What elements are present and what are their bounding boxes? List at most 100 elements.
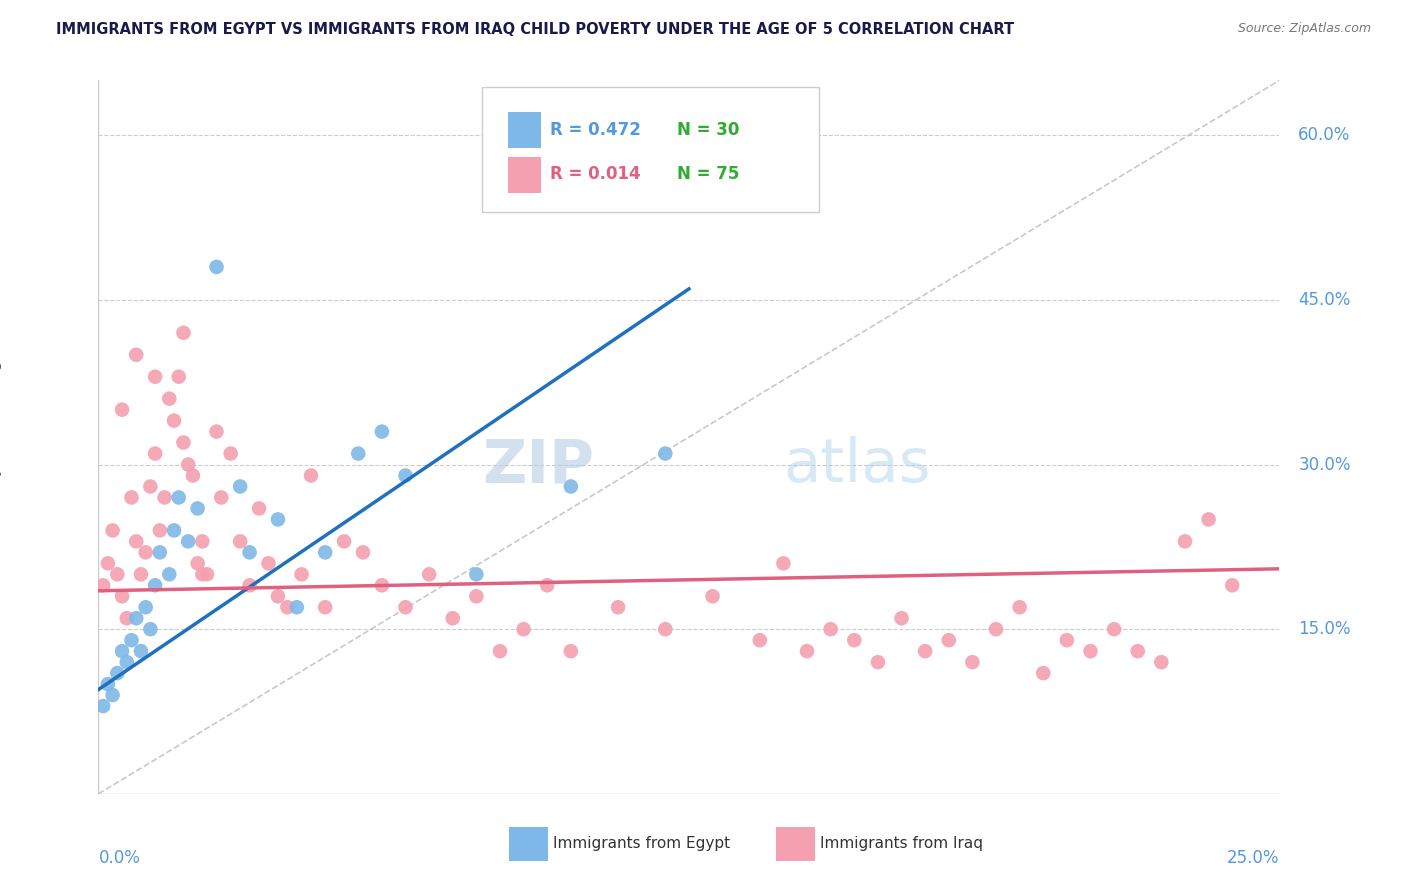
Point bbox=[844, 633, 866, 648]
Text: Child Poverty Under the Age of 5: Child Poverty Under the Age of 5 bbox=[0, 317, 1, 568]
Point bbox=[371, 578, 394, 592]
Point bbox=[285, 600, 308, 615]
Point bbox=[314, 600, 336, 615]
Point bbox=[149, 545, 172, 559]
Point bbox=[371, 425, 394, 439]
Point bbox=[105, 666, 128, 681]
Text: 15.0%: 15.0% bbox=[1298, 620, 1351, 638]
Text: Immigrants from Iraq: Immigrants from Iraq bbox=[820, 837, 983, 851]
Text: atlas: atlas bbox=[783, 436, 931, 495]
Point bbox=[111, 589, 134, 603]
Point bbox=[139, 622, 162, 636]
Point bbox=[1080, 644, 1102, 658]
Text: Source: ZipAtlas.com: Source: ZipAtlas.com bbox=[1237, 22, 1371, 36]
Text: N = 30: N = 30 bbox=[678, 121, 740, 139]
Point bbox=[314, 545, 336, 559]
Point bbox=[205, 425, 228, 439]
Point bbox=[394, 468, 416, 483]
Point bbox=[157, 392, 180, 406]
Point bbox=[105, 567, 128, 582]
Point bbox=[890, 611, 912, 625]
Point bbox=[748, 633, 770, 648]
Point bbox=[914, 644, 936, 658]
Point bbox=[229, 479, 252, 493]
Point bbox=[195, 567, 218, 582]
Text: 30.0%: 30.0% bbox=[1298, 456, 1351, 474]
Text: 25.0%: 25.0% bbox=[1227, 849, 1279, 867]
Point bbox=[820, 622, 842, 636]
Point bbox=[143, 446, 166, 460]
Point bbox=[143, 369, 166, 384]
Point bbox=[139, 479, 162, 493]
Point bbox=[177, 458, 200, 472]
Text: IMMIGRANTS FROM EGYPT VS IMMIGRANTS FROM IRAQ CHILD POVERTY UNDER THE AGE OF 5 C: IMMIGRANTS FROM EGYPT VS IMMIGRANTS FROM… bbox=[56, 22, 1014, 37]
Point bbox=[938, 633, 960, 648]
Point bbox=[181, 468, 204, 483]
Point bbox=[418, 567, 440, 582]
Point bbox=[177, 534, 200, 549]
Point bbox=[299, 468, 322, 483]
Text: R = 0.014: R = 0.014 bbox=[550, 166, 640, 184]
Point bbox=[143, 578, 166, 592]
Point bbox=[654, 446, 676, 460]
Point bbox=[167, 369, 190, 384]
Text: Immigrants from Egypt: Immigrants from Egypt bbox=[553, 837, 730, 851]
Point bbox=[135, 545, 157, 559]
Point bbox=[121, 491, 143, 505]
Point bbox=[91, 699, 114, 714]
Point bbox=[219, 446, 242, 460]
Point bbox=[512, 622, 534, 636]
Text: 60.0%: 60.0% bbox=[1298, 126, 1351, 145]
Point bbox=[209, 491, 232, 505]
Point bbox=[111, 644, 134, 658]
Text: ZIP: ZIP bbox=[482, 436, 595, 495]
Point bbox=[352, 545, 374, 559]
Point bbox=[163, 414, 186, 428]
Point bbox=[1056, 633, 1078, 648]
Point bbox=[1150, 655, 1173, 669]
Text: N = 75: N = 75 bbox=[678, 166, 740, 184]
Point bbox=[187, 501, 209, 516]
Point bbox=[267, 512, 290, 526]
Point bbox=[1008, 600, 1031, 615]
Point bbox=[115, 655, 138, 669]
Point bbox=[866, 655, 889, 669]
Point bbox=[702, 589, 724, 603]
Point bbox=[560, 644, 582, 658]
Point bbox=[796, 644, 818, 658]
Point bbox=[91, 578, 114, 592]
Point bbox=[191, 534, 214, 549]
Point bbox=[290, 567, 312, 582]
Point bbox=[101, 688, 124, 702]
Point bbox=[239, 545, 262, 559]
Point bbox=[229, 534, 252, 549]
Point bbox=[347, 446, 370, 460]
Point bbox=[97, 677, 120, 691]
Point bbox=[333, 534, 356, 549]
Point bbox=[191, 567, 214, 582]
Point bbox=[167, 491, 190, 505]
Point bbox=[187, 557, 209, 571]
Text: R = 0.472: R = 0.472 bbox=[550, 121, 641, 139]
Point bbox=[157, 567, 180, 582]
Point bbox=[125, 611, 148, 625]
Point bbox=[536, 578, 558, 592]
Point bbox=[111, 402, 134, 417]
Point bbox=[654, 622, 676, 636]
Point bbox=[97, 557, 120, 571]
Point bbox=[125, 348, 148, 362]
Point bbox=[984, 622, 1007, 636]
Text: 0.0%: 0.0% bbox=[98, 849, 141, 867]
Point bbox=[489, 644, 512, 658]
Point bbox=[465, 567, 488, 582]
Point bbox=[1102, 622, 1125, 636]
FancyBboxPatch shape bbox=[508, 157, 541, 193]
Point bbox=[772, 557, 794, 571]
Point bbox=[101, 524, 124, 538]
Point bbox=[607, 600, 630, 615]
Text: 45.0%: 45.0% bbox=[1298, 291, 1351, 309]
Point bbox=[1126, 644, 1149, 658]
Point bbox=[465, 589, 488, 603]
Point bbox=[267, 589, 290, 603]
Point bbox=[1198, 512, 1220, 526]
